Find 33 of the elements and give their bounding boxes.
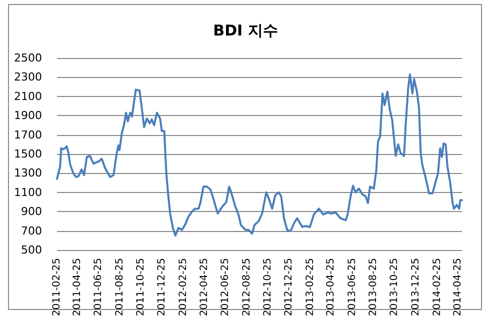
y-tick-label: 1900 bbox=[14, 109, 42, 122]
y-tick-label: 1700 bbox=[14, 128, 42, 142]
line-series bbox=[56, 73, 463, 237]
x-tick-label: 2013-10-25 bbox=[389, 258, 400, 316]
x-tick-label: 2011-06-25 bbox=[93, 258, 104, 316]
x-tick-label: 2011-04-25 bbox=[72, 258, 83, 316]
y-tick-label: 1500 bbox=[14, 148, 42, 160]
x-tick-label: 2012-02-25 bbox=[178, 258, 190, 316]
x-tick-label: 2011-08-25 bbox=[114, 258, 126, 316]
x-tick-label: 2012-12-25 bbox=[284, 258, 295, 316]
x-tick-label: 2013-02-25 bbox=[305, 258, 316, 316]
x-tick-label: 2014-04-25 bbox=[452, 258, 464, 316]
y-tick-label: 2100 bbox=[14, 90, 42, 103]
y-tick-label: 1100 bbox=[14, 186, 42, 199]
chart-title: BDI 지수 bbox=[213, 22, 278, 40]
y-tick-label: 700 bbox=[21, 224, 42, 238]
y-tick-label: 900 bbox=[21, 205, 42, 218]
y-tick-label: 1300 bbox=[14, 166, 42, 180]
x-tick-label: 2013-06-25 bbox=[346, 258, 358, 316]
x-tick-label: 2013-12-25 bbox=[410, 258, 422, 316]
y-tick-label: 2300 bbox=[14, 70, 42, 84]
x-tick-label: 2012-08-25 bbox=[241, 258, 252, 316]
x-tick-label: 2011-02-25 bbox=[52, 258, 62, 316]
x-tick-label: 2012-04-25 bbox=[198, 258, 210, 316]
x-tick-label: 2013-04-25 bbox=[326, 258, 337, 316]
y-tick-label: 2500 bbox=[14, 52, 42, 64]
x-tick-label: 2012-10-25 bbox=[262, 258, 274, 316]
x-tick-label: 2014-02-25 bbox=[432, 258, 443, 316]
x-tick-label: 2011-10-25 bbox=[135, 258, 146, 316]
x-tick-label: 2013-08-25 bbox=[368, 258, 380, 316]
x-tick-label: 2011-12-25 bbox=[156, 258, 168, 316]
x-tick-label: 2012-06-25 bbox=[220, 258, 232, 316]
y-tick-label: 500 bbox=[21, 244, 42, 256]
